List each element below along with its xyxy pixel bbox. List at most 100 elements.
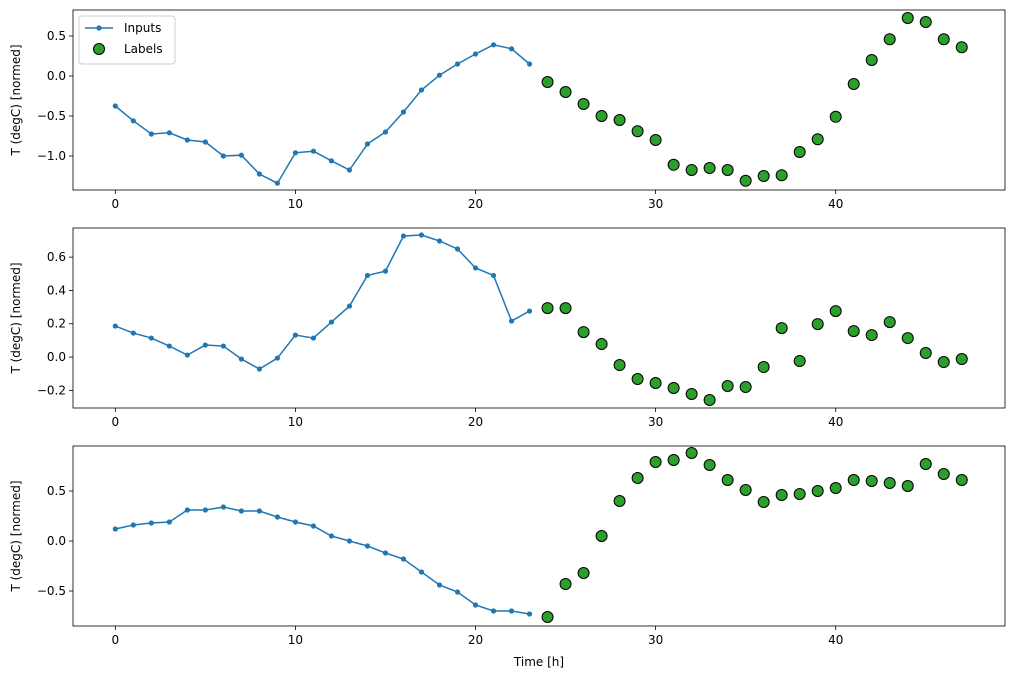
y-tick-label: 0.5 xyxy=(47,29,66,43)
data-point xyxy=(148,131,154,137)
series-labels xyxy=(541,12,968,187)
data-point xyxy=(757,170,770,182)
data-point xyxy=(508,318,515,324)
data-point xyxy=(955,474,968,486)
data-point xyxy=(955,353,968,366)
data-point xyxy=(577,567,590,579)
data-point xyxy=(148,520,154,526)
x-tick-label: 10 xyxy=(288,197,303,211)
data-point xyxy=(559,302,572,315)
data-point xyxy=(847,325,860,338)
data-point xyxy=(649,377,662,390)
data-point xyxy=(577,326,590,339)
data-point xyxy=(526,61,533,67)
data-point xyxy=(919,347,932,360)
data-point xyxy=(130,330,136,336)
series-labels xyxy=(541,302,968,407)
data-point xyxy=(292,519,299,525)
data-point xyxy=(595,530,608,542)
y-tick-label: 0.0 xyxy=(47,69,66,83)
data-point xyxy=(508,46,515,52)
data-point xyxy=(274,355,281,361)
data-point xyxy=(901,480,914,492)
series-line xyxy=(115,234,530,370)
data-point xyxy=(418,232,425,238)
data-point xyxy=(541,302,554,315)
series-line xyxy=(115,506,530,615)
data-point xyxy=(865,54,878,66)
data-point xyxy=(685,164,698,176)
data-point xyxy=(112,323,118,329)
data-point xyxy=(595,110,608,122)
data-point xyxy=(490,272,497,279)
axes-frame xyxy=(72,445,1006,627)
data-point xyxy=(649,134,662,146)
data-point xyxy=(793,146,806,158)
data-point xyxy=(274,180,281,186)
data-point xyxy=(955,41,968,54)
data-point xyxy=(901,12,914,24)
x-tick-label: 30 xyxy=(648,197,663,211)
data-point xyxy=(811,485,824,497)
subplot-3: 0 10 20 30 40 −0.5 0.0 0.5 T (degC) [normed] Time… xyxy=(9,445,1006,669)
data-point xyxy=(703,459,716,471)
data-point xyxy=(631,373,644,386)
legend-label: Labels xyxy=(124,42,163,56)
y-tick-label: 0.4 xyxy=(47,283,66,297)
data-point xyxy=(757,496,770,508)
data-point xyxy=(490,42,497,48)
data-point xyxy=(166,343,172,349)
data-point xyxy=(166,130,172,136)
x-tick-label: 20 xyxy=(468,197,483,211)
data-point xyxy=(631,125,644,138)
data-point xyxy=(829,482,842,494)
data-point xyxy=(382,550,389,556)
data-point xyxy=(436,582,443,588)
x-axis-label: Time [h] xyxy=(513,655,564,669)
x-tick-label: 0 xyxy=(112,633,120,647)
data-point xyxy=(472,602,479,608)
data-point xyxy=(685,388,698,401)
x-tick-label: 0 xyxy=(112,415,120,429)
data-point xyxy=(184,137,190,143)
legend-marker-icon xyxy=(96,25,102,31)
data-point xyxy=(937,33,950,46)
data-point xyxy=(559,86,572,98)
data-point xyxy=(112,526,118,532)
x-tick-label: 40 xyxy=(828,415,843,429)
y-tick-label: 0.5 xyxy=(47,484,66,498)
data-point xyxy=(400,556,407,562)
data-point xyxy=(559,578,572,590)
y-tick-label: −1.0 xyxy=(37,149,66,163)
data-point xyxy=(721,474,734,486)
y-tick-label: 0.6 xyxy=(47,250,66,264)
data-point xyxy=(490,608,497,614)
data-point xyxy=(721,164,734,176)
data-point xyxy=(703,394,716,407)
y-axis-label: T (degC) [normed] xyxy=(9,480,23,592)
data-point xyxy=(454,61,461,67)
x-tick-label: 40 xyxy=(828,197,843,211)
data-point xyxy=(793,355,806,368)
data-point xyxy=(238,152,244,158)
data-point xyxy=(613,495,626,507)
data-point xyxy=(202,507,208,513)
data-point xyxy=(919,458,932,470)
legend-marker-icon xyxy=(93,43,105,55)
x-tick-label: 20 xyxy=(468,633,483,647)
data-point xyxy=(220,343,226,349)
y-tick-label: −0.5 xyxy=(37,584,66,598)
data-point xyxy=(436,72,443,78)
data-point xyxy=(310,335,317,341)
data-point xyxy=(346,167,353,173)
data-point xyxy=(364,141,371,147)
data-point xyxy=(847,474,860,486)
data-point xyxy=(811,318,824,331)
series-inputs xyxy=(112,504,533,617)
data-point xyxy=(364,272,371,279)
data-point xyxy=(274,514,281,520)
y-tick-label: −0.2 xyxy=(37,383,66,397)
data-point xyxy=(256,508,262,514)
data-point xyxy=(937,356,950,369)
data-point xyxy=(400,233,407,239)
